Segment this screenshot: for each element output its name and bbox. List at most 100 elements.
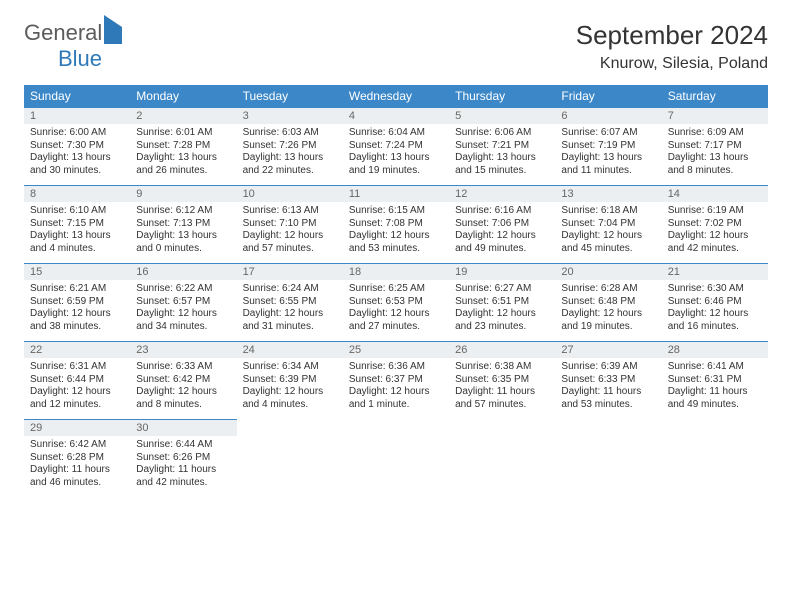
day-number: 3 [237,108,343,124]
daylight-text: Daylight: 12 hours and 27 minutes. [349,308,443,333]
sunrise-text: Sunrise: 6:16 AM [455,205,549,218]
calendar-cell: 14Sunrise: 6:19 AMSunset: 7:02 PMDayligh… [662,186,768,264]
sunset-text: Sunset: 7:21 PM [455,140,549,153]
sunset-text: Sunset: 6:35 PM [455,374,549,387]
calendar-cell: 25Sunrise: 6:36 AMSunset: 6:37 PMDayligh… [343,342,449,420]
calendar-cell: 4Sunrise: 6:04 AMSunset: 7:24 PMDaylight… [343,108,449,186]
daylight-text: Daylight: 12 hours and 23 minutes. [455,308,549,333]
sunrise-text: Sunrise: 6:15 AM [349,205,443,218]
title-block: September 2024 Knurow, Silesia, Poland [576,20,768,73]
sunset-text: Sunset: 6:31 PM [668,374,762,387]
day-number: 11 [343,186,449,202]
daylight-text: Daylight: 13 hours and 11 minutes. [561,152,655,177]
calendar-cell: 16Sunrise: 6:22 AMSunset: 6:57 PMDayligh… [130,264,236,342]
day-number: 27 [555,342,661,358]
daylight-text: Daylight: 11 hours and 49 minutes. [668,386,762,411]
calendar-row: 22Sunrise: 6:31 AMSunset: 6:44 PMDayligh… [24,342,768,420]
calendar-cell: 22Sunrise: 6:31 AMSunset: 6:44 PMDayligh… [24,342,130,420]
calendar-cell: 18Sunrise: 6:25 AMSunset: 6:53 PMDayligh… [343,264,449,342]
sunrise-text: Sunrise: 6:21 AM [30,283,124,296]
day-number: 26 [449,342,555,358]
day-body: Sunrise: 6:21 AMSunset: 6:59 PMDaylight:… [24,280,130,337]
sunset-text: Sunset: 6:28 PM [30,452,124,465]
sunset-text: Sunset: 7:10 PM [243,218,337,231]
sunset-text: Sunset: 6:53 PM [349,296,443,309]
day-body: Sunrise: 6:18 AMSunset: 7:04 PMDaylight:… [555,202,661,259]
day-body: Sunrise: 6:31 AMSunset: 6:44 PMDaylight:… [24,358,130,415]
calendar-cell: 8Sunrise: 6:10 AMSunset: 7:15 PMDaylight… [24,186,130,264]
daylight-text: Daylight: 12 hours and 42 minutes. [668,230,762,255]
calendar-cell [555,420,661,498]
daylight-text: Daylight: 11 hours and 57 minutes. [455,386,549,411]
sunrise-text: Sunrise: 6:10 AM [30,205,124,218]
calendar-cell: 27Sunrise: 6:39 AMSunset: 6:33 PMDayligh… [555,342,661,420]
day-number: 24 [237,342,343,358]
sunrise-text: Sunrise: 6:30 AM [668,283,762,296]
day-number: 5 [449,108,555,124]
day-body: Sunrise: 6:03 AMSunset: 7:26 PMDaylight:… [237,124,343,181]
logo-triangle-icon [104,15,122,44]
sunrise-text: Sunrise: 6:39 AM [561,361,655,374]
sunrise-text: Sunrise: 6:06 AM [455,127,549,140]
logo: General Blue [24,20,122,72]
calendar-cell: 10Sunrise: 6:13 AMSunset: 7:10 PMDayligh… [237,186,343,264]
sunrise-text: Sunrise: 6:18 AM [561,205,655,218]
day-body: Sunrise: 6:44 AMSunset: 6:26 PMDaylight:… [130,436,236,493]
sunset-text: Sunset: 7:26 PM [243,140,337,153]
sunset-text: Sunset: 6:39 PM [243,374,337,387]
calendar-cell: 24Sunrise: 6:34 AMSunset: 6:39 PMDayligh… [237,342,343,420]
daylight-text: Daylight: 11 hours and 53 minutes. [561,386,655,411]
daylight-text: Daylight: 12 hours and 38 minutes. [30,308,124,333]
sunrise-text: Sunrise: 6:09 AM [668,127,762,140]
calendar-cell: 23Sunrise: 6:33 AMSunset: 6:42 PMDayligh… [130,342,236,420]
sunrise-text: Sunrise: 6:07 AM [561,127,655,140]
weekday-header-row: Sunday Monday Tuesday Wednesday Thursday… [24,85,768,108]
day-body: Sunrise: 6:33 AMSunset: 6:42 PMDaylight:… [130,358,236,415]
sunset-text: Sunset: 6:46 PM [668,296,762,309]
sunset-text: Sunset: 6:57 PM [136,296,230,309]
sunset-text: Sunset: 7:15 PM [30,218,124,231]
calendar-cell: 21Sunrise: 6:30 AMSunset: 6:46 PMDayligh… [662,264,768,342]
day-number: 6 [555,108,661,124]
calendar-row: 15Sunrise: 6:21 AMSunset: 6:59 PMDayligh… [24,264,768,342]
calendar-cell: 28Sunrise: 6:41 AMSunset: 6:31 PMDayligh… [662,342,768,420]
sunrise-text: Sunrise: 6:25 AM [349,283,443,296]
sunset-text: Sunset: 7:17 PM [668,140,762,153]
sunrise-text: Sunrise: 6:19 AM [668,205,762,218]
sunrise-text: Sunrise: 6:13 AM [243,205,337,218]
sunset-text: Sunset: 6:51 PM [455,296,549,309]
sunrise-text: Sunrise: 6:22 AM [136,283,230,296]
day-number: 9 [130,186,236,202]
day-body: Sunrise: 6:38 AMSunset: 6:35 PMDaylight:… [449,358,555,415]
calendar-cell [237,420,343,498]
sunset-text: Sunset: 7:30 PM [30,140,124,153]
calendar-cell: 7Sunrise: 6:09 AMSunset: 7:17 PMDaylight… [662,108,768,186]
calendar-cell: 12Sunrise: 6:16 AMSunset: 7:06 PMDayligh… [449,186,555,264]
day-number: 19 [449,264,555,280]
daylight-text: Daylight: 11 hours and 42 minutes. [136,464,230,489]
sunset-text: Sunset: 7:04 PM [561,218,655,231]
day-number: 28 [662,342,768,358]
day-number: 16 [130,264,236,280]
daylight-text: Daylight: 13 hours and 30 minutes. [30,152,124,177]
sunset-text: Sunset: 6:48 PM [561,296,655,309]
sunrise-text: Sunrise: 6:27 AM [455,283,549,296]
day-body: Sunrise: 6:22 AMSunset: 6:57 PMDaylight:… [130,280,236,337]
weekday-header: Wednesday [343,85,449,108]
day-body: Sunrise: 6:06 AMSunset: 7:21 PMDaylight:… [449,124,555,181]
sunset-text: Sunset: 6:55 PM [243,296,337,309]
daylight-text: Daylight: 12 hours and 49 minutes. [455,230,549,255]
daylight-text: Daylight: 12 hours and 53 minutes. [349,230,443,255]
daylight-text: Daylight: 12 hours and 8 minutes. [136,386,230,411]
sunrise-text: Sunrise: 6:44 AM [136,439,230,452]
sunrise-text: Sunrise: 6:03 AM [243,127,337,140]
day-body: Sunrise: 6:10 AMSunset: 7:15 PMDaylight:… [24,202,130,259]
day-body: Sunrise: 6:09 AMSunset: 7:17 PMDaylight:… [662,124,768,181]
daylight-text: Daylight: 12 hours and 19 minutes. [561,308,655,333]
day-body: Sunrise: 6:24 AMSunset: 6:55 PMDaylight:… [237,280,343,337]
day-number: 4 [343,108,449,124]
sunrise-text: Sunrise: 6:42 AM [30,439,124,452]
sunset-text: Sunset: 6:44 PM [30,374,124,387]
daylight-text: Daylight: 13 hours and 22 minutes. [243,152,337,177]
day-body: Sunrise: 6:16 AMSunset: 7:06 PMDaylight:… [449,202,555,259]
